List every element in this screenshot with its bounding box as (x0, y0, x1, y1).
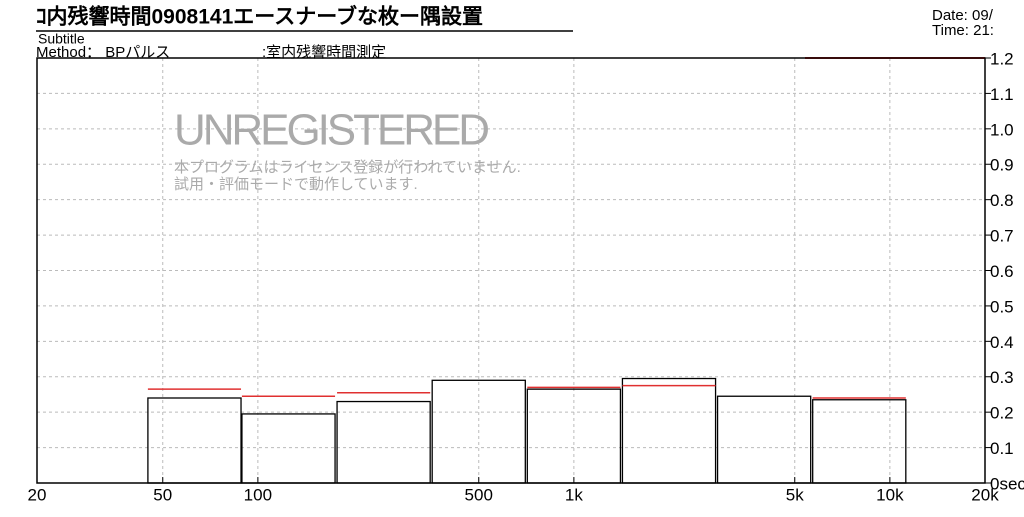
y-tick-label: 0.4 (990, 333, 1014, 352)
y-tick-label: 1.1 (990, 85, 1014, 104)
y-tick-label: 1.2 (990, 49, 1014, 68)
measure: :室内残響時間測定 (262, 43, 386, 61)
y-tick-label: 0.9 (990, 156, 1014, 175)
x-tick-label: 5k (786, 485, 804, 504)
y-tick-label: 0.1 (990, 439, 1014, 458)
y-tick-label: 0sec (990, 474, 1024, 493)
y-tick-label: 0.6 (990, 262, 1014, 281)
title: ｺ内残響時間0908141エースナーブな枚ー隅設置 (36, 5, 483, 29)
y-tick-label: 0.7 (990, 227, 1014, 246)
watermark-line2: 試用・評価モードで動作しています. (174, 176, 418, 193)
y-tick-label: 0.2 (990, 404, 1014, 423)
x-tick-label: 500 (465, 485, 493, 504)
date: Date: 09/ (932, 7, 994, 24)
x-tick-label: 10k (876, 485, 904, 504)
y-tick-label: 0.5 (990, 297, 1014, 316)
x-tick-label: 20k (971, 485, 999, 504)
time: Time: 21: (932, 22, 994, 39)
y-tick-label: 1.0 (990, 120, 1014, 139)
watermark-line1: 本プログラムはライセンス登録が行われていません. (174, 159, 521, 176)
y-tick-label: 0.3 (990, 368, 1014, 387)
plot-frame (36, 57, 986, 484)
x-tick-label: 100 (244, 485, 272, 504)
method: Method： BPパルス (36, 44, 170, 61)
x-tick-label: 1k (565, 485, 583, 504)
y-tick-label: 0.8 (990, 191, 1014, 210)
x-tick-label: 50 (153, 485, 172, 504)
x-tick-label: 20 (28, 485, 47, 504)
subtitle: Subtitle (38, 31, 85, 47)
watermark-title: UNREGISTERED (174, 106, 490, 155)
